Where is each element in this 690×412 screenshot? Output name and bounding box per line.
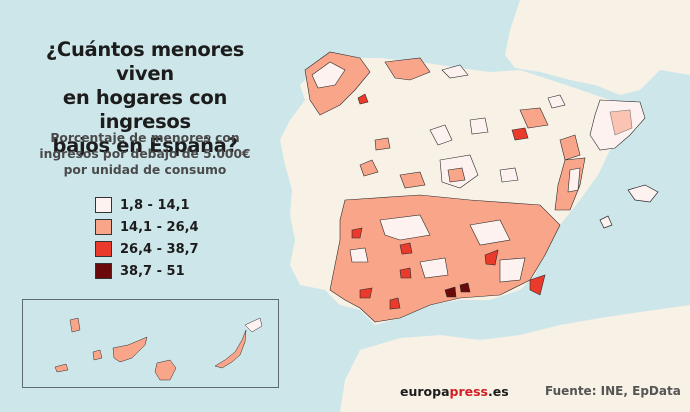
legend-swatch <box>95 241 112 257</box>
legend-swatch <box>95 263 112 279</box>
canary-islands <box>54 317 263 381</box>
map-subtitle: Porcentaje de menores con ingresos por d… <box>14 130 276 178</box>
subtitle-line-3: por unidad de consumo <box>63 163 227 177</box>
brand-prefix: europa <box>400 384 450 399</box>
legend-swatch <box>95 197 112 213</box>
balearic-islands <box>627 184 659 203</box>
ibiza-island <box>599 215 613 229</box>
title-line-1: ¿Cuántos menores viven <box>45 38 245 85</box>
title-line-3: bajos en España? <box>52 134 238 157</box>
subtitle-line-2: ingresos por debajo de 5.000€ <box>39 147 251 161</box>
source-note: Fuente: INE, EpData <box>545 384 681 398</box>
legend-label: 26,4 - 38,7 <box>120 241 199 257</box>
subtitle-line-1: Porcentaje de menores con <box>50 131 240 145</box>
legend-item: 26,4 - 38,7 <box>95 238 199 260</box>
africa-land <box>340 305 690 412</box>
legend-swatch <box>95 219 112 235</box>
brand-accent: press <box>449 384 488 399</box>
legend-item: 38,7 - 51 <box>95 260 199 282</box>
legend-item: 1,8 - 14,1 <box>95 194 199 216</box>
legend-label: 14,1 - 26,4 <box>120 219 199 235</box>
legend-item: 14,1 - 26,4 <box>95 216 199 238</box>
brand-logo: europapress.es <box>400 384 509 399</box>
title-line-2: en hogares con ingresos <box>62 86 228 133</box>
brand-suffix: .es <box>488 384 509 399</box>
legend-label: 1,8 - 14,1 <box>120 197 190 213</box>
municipality-regions <box>304 51 646 323</box>
map-title: ¿Cuántos menores viven en hogares con in… <box>14 38 276 158</box>
france-land <box>505 0 690 95</box>
legend: 1,8 - 14,1 14,1 - 26,4 26,4 - 38,7 38,7 … <box>95 194 199 282</box>
legend-label: 38,7 - 51 <box>120 263 185 279</box>
canary-islands-inset <box>22 299 279 388</box>
